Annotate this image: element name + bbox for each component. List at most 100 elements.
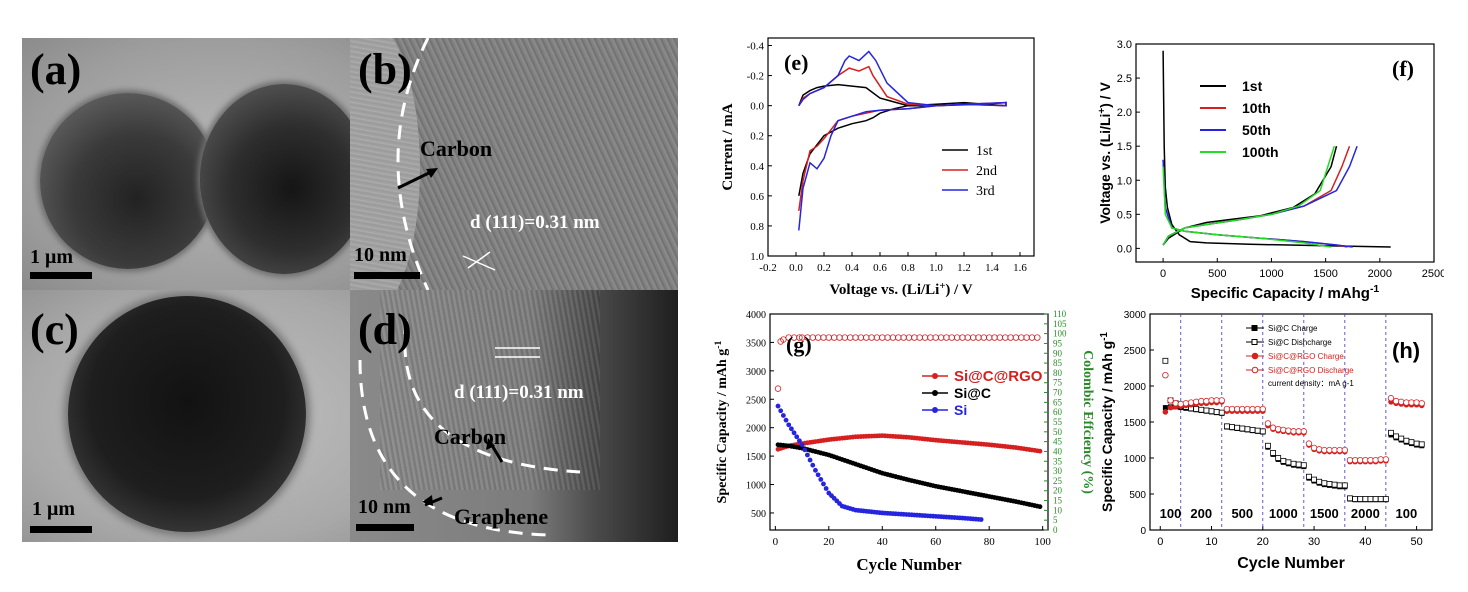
panel-letter-b: (b) bbox=[358, 45, 412, 94]
legend-marker bbox=[1251, 325, 1258, 331]
point-Si@C@RGO Charge bbox=[1162, 409, 1169, 415]
tem-particle-c bbox=[68, 296, 306, 532]
point-Si bbox=[810, 462, 816, 468]
point-Si@C@RGO Discharge bbox=[1269, 424, 1277, 431]
point-Si@C Dishcharge bbox=[1398, 435, 1405, 442]
point-Si@C@RGO Discharge bbox=[1382, 456, 1390, 463]
panel-letter-d: (d) bbox=[358, 305, 412, 354]
ce-point bbox=[895, 334, 902, 341]
y-tick-label: 2000 bbox=[746, 424, 766, 435]
discharge-curve-100th bbox=[1162, 166, 1332, 248]
rate-label: 1000 bbox=[1269, 506, 1298, 521]
point-Si@C@RGO Charge bbox=[1167, 404, 1174, 411]
charge-curve-10th bbox=[1162, 145, 1351, 246]
ce-point bbox=[1034, 334, 1041, 341]
point-Si@C Dishcharge bbox=[1347, 495, 1353, 502]
y2-tick-label: 110 bbox=[1053, 309, 1067, 319]
ce-point bbox=[873, 334, 881, 341]
point-Si bbox=[807, 457, 813, 463]
discharge-curve-1st bbox=[1162, 50, 1391, 248]
point-Si bbox=[823, 486, 829, 491]
point-Si bbox=[775, 403, 781, 409]
x-tick-label: 40 bbox=[1359, 536, 1371, 548]
y2-tick-label: 75 bbox=[1053, 378, 1063, 388]
x-tick-label: 1.0 bbox=[929, 262, 943, 274]
point-Si@C Dishcharge bbox=[1270, 450, 1276, 456]
y-tick-label: 3500 bbox=[746, 338, 766, 349]
y-axis-label: Voltage vs. (Li/Li+) / V bbox=[1097, 82, 1114, 224]
y2-tick-label: 40 bbox=[1053, 446, 1063, 456]
point-Si@C@RGO Discharge bbox=[1172, 400, 1179, 407]
point-Si@C Dishcharge bbox=[1352, 496, 1358, 502]
point-Si@C@RGO Discharge bbox=[1285, 427, 1292, 434]
ce-point bbox=[953, 334, 961, 341]
point-Si@C Dishcharge bbox=[1229, 424, 1235, 430]
ce-point bbox=[943, 334, 950, 341]
x-tick-label: 0.6 bbox=[873, 262, 887, 274]
ce-point bbox=[969, 334, 977, 341]
ce-point bbox=[863, 334, 870, 341]
y2-tick-label: 55 bbox=[1053, 417, 1063, 427]
ce-point bbox=[857, 334, 865, 341]
point-Si@C Dishcharge bbox=[1316, 478, 1323, 485]
scale-bar-c bbox=[30, 526, 92, 533]
point-Si@C Dishcharge bbox=[1244, 426, 1251, 433]
rate-label: 100 bbox=[1160, 506, 1182, 521]
ce-point bbox=[932, 334, 939, 341]
point-Si@C Dishcharge bbox=[1198, 406, 1205, 413]
rate-label: 100 bbox=[1396, 506, 1418, 521]
plot-frame bbox=[767, 37, 1035, 257]
point-Si@C@RGO Discharge bbox=[1162, 371, 1169, 379]
ce-point bbox=[948, 334, 955, 341]
tem-panel-d: (d) d (111)=0.31 nm Carbon Graphene 10 n… bbox=[350, 290, 678, 542]
d-spacing-label-b: d (111)=0.31 nm bbox=[470, 212, 600, 233]
point-Si@C Dishcharge bbox=[1213, 409, 1220, 415]
y2-tick-label: 15 bbox=[1053, 496, 1063, 506]
point-Si bbox=[780, 413, 786, 418]
point-Si@C Charge bbox=[1162, 405, 1168, 411]
point-Si bbox=[799, 442, 805, 448]
legend-marker bbox=[932, 407, 938, 413]
y-tick-label: 0.0 bbox=[1117, 243, 1132, 255]
legend-label: Si@C Charge bbox=[1268, 324, 1318, 333]
tem-panel-c: (c) 1 μm bbox=[22, 290, 350, 542]
ce-point bbox=[889, 334, 897, 341]
point-Si@C@RGO Discharge bbox=[1218, 397, 1225, 404]
point-Si@C Dishcharge bbox=[1265, 442, 1271, 449]
point-Si@C Dishcharge bbox=[1377, 496, 1384, 502]
y-tick-label: 0.5 bbox=[1117, 209, 1132, 221]
point-Si@C Dishcharge bbox=[1362, 496, 1369, 502]
legend-label: 1st bbox=[976, 144, 992, 159]
ce-point bbox=[1018, 334, 1025, 341]
point-Si@C Dishcharge bbox=[1275, 455, 1282, 461]
x-tick-label: 1.2 bbox=[957, 262, 971, 274]
tem-panel-b: (b) Carbon d (111)=0.31 nm 10 nm bbox=[350, 38, 678, 290]
point-Si@C Dishcharge bbox=[1382, 496, 1389, 502]
layer-boundaries-d bbox=[358, 319, 581, 537]
point-Si@C Dishcharge bbox=[1341, 482, 1348, 489]
chart-f: 0 500 1000 1500 2000 2500 0.0 0.5 1.0 1.5 2.0 2.5 3.… bbox=[1097, 39, 1445, 302]
y-tick-label: 0.0 bbox=[750, 101, 764, 113]
ce-point bbox=[830, 334, 838, 341]
y-tick-label: 500 bbox=[751, 509, 766, 520]
y-tick-label: 0 bbox=[1140, 526, 1146, 537]
ce-point bbox=[1012, 334, 1020, 341]
legend-label: Si@C@RGO bbox=[954, 368, 1043, 385]
legend-marker bbox=[1251, 352, 1259, 360]
y-axis-label: Specific Capacity / mAh g-1 bbox=[1099, 332, 1116, 512]
tem-particle-left bbox=[40, 93, 216, 269]
x-tick-label: 40 bbox=[877, 536, 889, 548]
x-tick-label: 0.4 bbox=[845, 262, 859, 274]
point-Si@C Dishcharge bbox=[1326, 481, 1333, 487]
point-Si@C Dishcharge bbox=[1208, 408, 1215, 415]
x-tick-label: 20 bbox=[1257, 536, 1269, 548]
x-tick-label: 0.8 bbox=[901, 262, 915, 274]
legend-label: Si@C@RGO Discharge bbox=[1268, 366, 1354, 375]
y-tick-label: -0.4 bbox=[747, 41, 765, 53]
y-axis-label: Specific Capacity / mAh g-1 bbox=[713, 340, 731, 503]
point-Si@C@RGO Discharge bbox=[1341, 446, 1349, 454]
y-tick-label: 1.0 bbox=[750, 251, 764, 263]
y-tick-label: 1.5 bbox=[1117, 141, 1132, 153]
point-Si@C@RGO Discharge bbox=[1315, 446, 1323, 453]
